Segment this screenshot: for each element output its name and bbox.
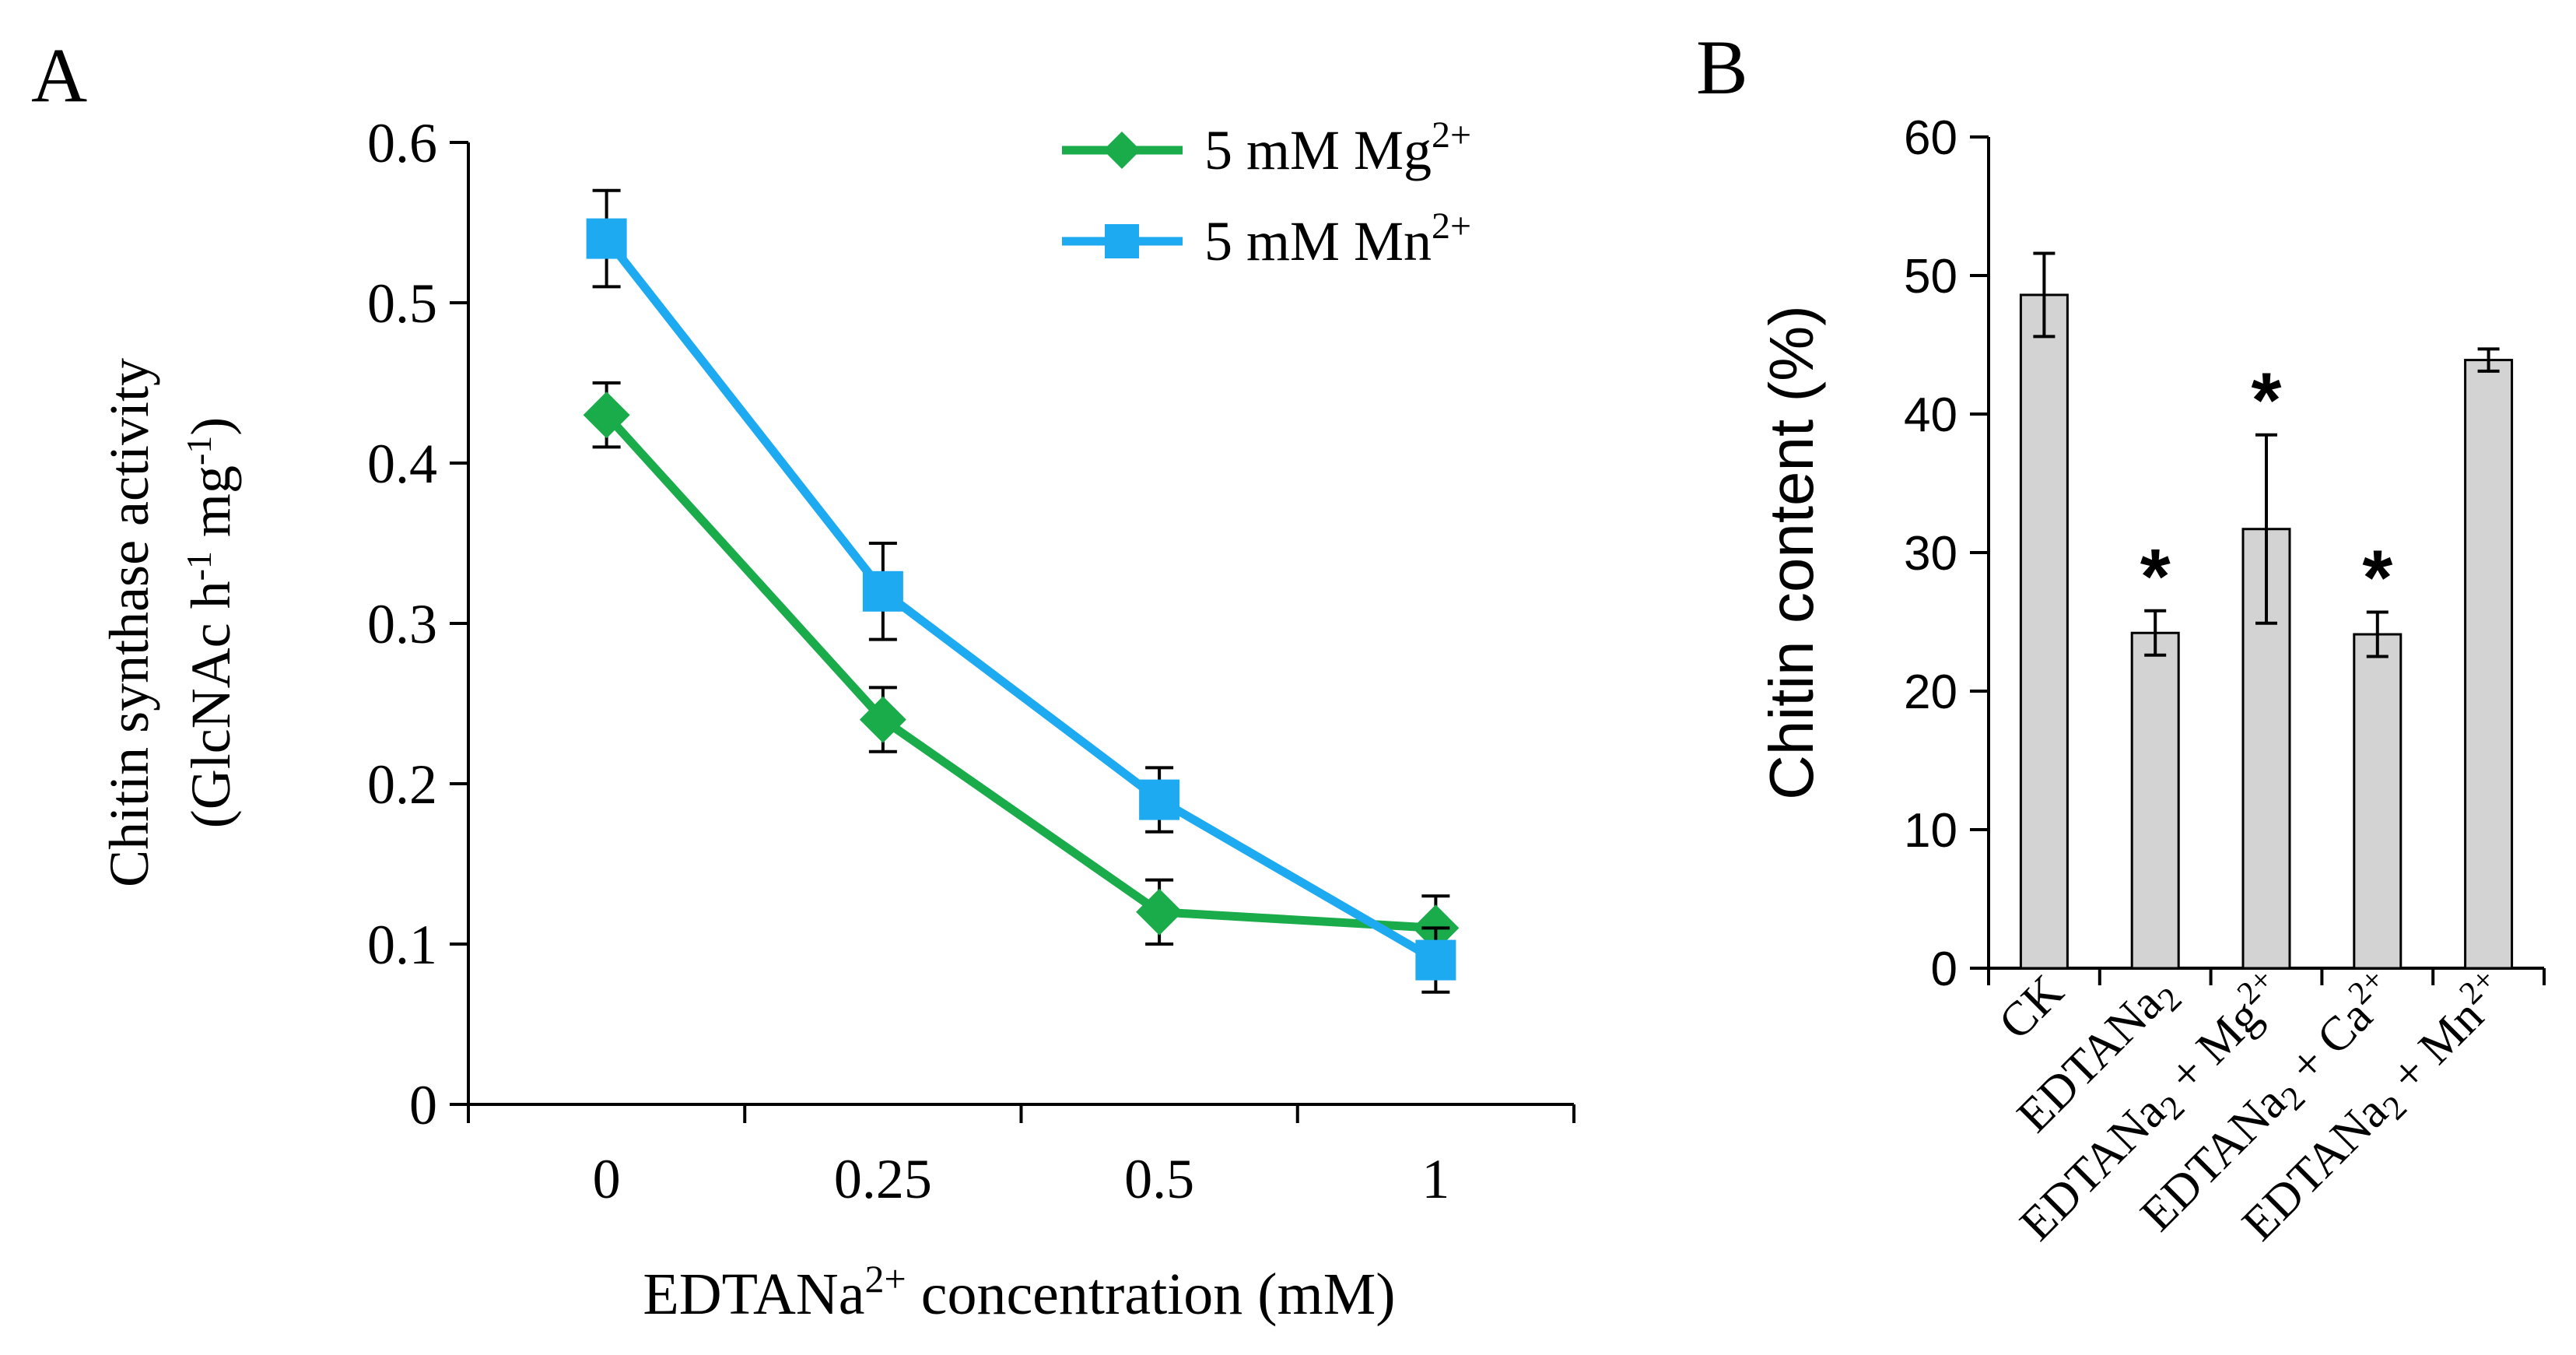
legend-label-sup: 2+ [1432, 114, 1471, 156]
panel-a-y-tick-label: 0.5 [367, 272, 437, 335]
panel-a-series-mn [586, 188, 1456, 994]
legend-label-main: 5 mM Mg [1204, 119, 1432, 181]
data-point-square [862, 570, 903, 612]
legend-label: 5 mM Mg2+ [1204, 114, 1471, 181]
legend-item: 5 mM Mg2+ [1062, 114, 1471, 181]
legend-label-sup: 2+ [1432, 205, 1471, 247]
bar-group [2019, 251, 2069, 970]
category-main: CK [1989, 965, 2073, 1050]
legend-item: 5 mM Mn2+ [1062, 205, 1471, 272]
significance-marker: * [2252, 357, 2282, 444]
data-point-square [1139, 779, 1180, 820]
panel-a-line-chart: A 0 0.1 0.2 0.3 0.4 0.5 0.6 0 0.25 0.5 1 Chitin s… [31, 32, 1575, 1327]
legend-label: 5 mM Mn2+ [1204, 205, 1471, 272]
panel-a-y-tick-label: 0.4 [367, 433, 437, 495]
series-line [603, 236, 1439, 964]
bar [2019, 293, 2069, 970]
panel-a-y-tick-label: 0 [409, 1074, 437, 1136]
panel-a-x-tick-label: 0.5 [1124, 1148, 1194, 1210]
data-point-square [586, 218, 627, 259]
bar [2464, 359, 2514, 970]
panel-a-y-tick-label: 0.1 [367, 914, 437, 976]
panel-a-y-axis-title-line1: Chitin synthase activity [98, 358, 160, 887]
bar-group: * [2241, 357, 2291, 970]
panel-b-y-tick-label: 40 [1904, 388, 1957, 442]
data-point-diamond [1136, 888, 1183, 936]
panel-b-y-tick-label: 0 [1931, 943, 1957, 996]
legend-label-main: 5 mM Mn [1204, 210, 1432, 272]
bar [2130, 631, 2180, 970]
panel-b-x-tick-label: CK [1989, 965, 2073, 1050]
panel-a-series-mg [583, 381, 1460, 962]
panel-b-y-tick-label: 10 [1904, 804, 1957, 858]
panel-a-x-tick-label: 1 [1421, 1148, 1449, 1210]
bar-group [2464, 347, 2514, 970]
series-line [603, 412, 1436, 932]
panel-a-y-tick-label: 0.2 [367, 753, 437, 816]
data-point-square [1415, 939, 1456, 981]
significance-marker: * [2140, 533, 2171, 620]
panel-b-label: B [1696, 24, 1748, 111]
panel-b-y-tick-label: 60 [1904, 111, 1957, 165]
panel-a-y-tick-label: 0.6 [367, 112, 437, 174]
legend-marker-diamond [1103, 132, 1141, 169]
significance-marker: * [2362, 535, 2392, 622]
panel-a-x-tick-label: 0 [593, 1148, 621, 1210]
bar-group: * [2353, 535, 2403, 970]
panel-a-label: A [31, 32, 87, 118]
bar [2353, 633, 2403, 970]
panel-b-y-axis-title: Chitin content (%) [1757, 305, 1826, 800]
legend-marker-square [1105, 224, 1139, 258]
panel-a-legend: 5 mM Mg2+5 mM Mn2+ [1062, 114, 1471, 272]
data-point-diamond [583, 391, 630, 439]
panel-b-y-tick-label: 30 [1904, 527, 1957, 581]
panel-a-y-tick-label: 0.3 [367, 593, 437, 655]
bar-group: * [2130, 533, 2180, 970]
panel-b-y-tick-label: 50 [1904, 250, 1957, 304]
data-point-diamond [859, 696, 906, 743]
panel-a-x-axis-title: EDTANa2+ concentration (mM) [643, 1257, 1395, 1327]
panel-a-y-axis-title-line2: (GlcNAc h-1 mg-1) [179, 417, 242, 829]
panel-a-x-tick-label: 0.25 [834, 1148, 932, 1210]
panel-b-y-tick-label: 20 [1904, 665, 1957, 719]
